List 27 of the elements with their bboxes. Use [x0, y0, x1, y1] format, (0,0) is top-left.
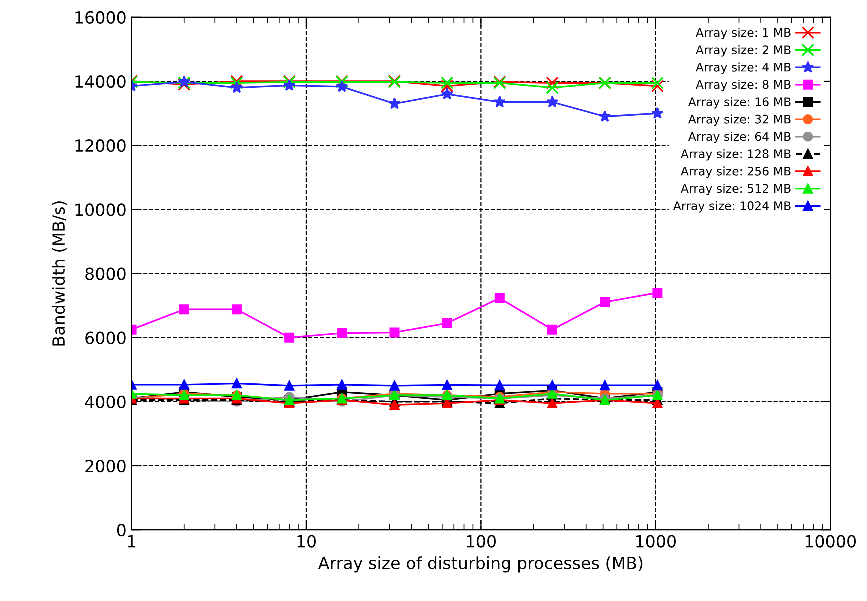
x-axis-title: Array size of disturbing processes (MB) [318, 556, 643, 573]
y-tick-label: 6000 [86, 332, 126, 344]
legend-label: Array size: 8 MB [696, 80, 791, 92]
legend-label: Array size: 1024 MB [673, 201, 791, 213]
y-tick-label: 0 [117, 524, 126, 537]
y-tick-label: 4000 [85, 396, 126, 408]
y-tick-label: 2000 [86, 460, 126, 473]
y-tick-label: 16000 [76, 11, 126, 24]
legend-label: Array size: 2 MB [696, 45, 791, 57]
legend-label: Array size: 512 MB [680, 184, 791, 196]
y-axis-title: Bandwidth (MB/s) [52, 202, 68, 346]
legend-label: Array size: 128 MB [680, 149, 791, 161]
legend-label: Array size: 1 MB [696, 28, 791, 40]
y-tick-label: 8000 [86, 268, 126, 280]
y-tick-label: 12000 [76, 140, 126, 152]
legend-label: Array size: 16 MB [688, 97, 791, 109]
legend-label: Array size: 4 MB [696, 62, 791, 74]
x-tick-label: 10 [298, 535, 316, 548]
legend-label: Array size: 32 MB [688, 114, 791, 126]
x-tick-label: 1000 [636, 535, 676, 548]
y-tick-label: 14000 [76, 75, 126, 88]
legend-label: Array size: 64 MB [688, 132, 791, 144]
x-tick-label: 100 [467, 535, 496, 548]
legend-label: Array size: 256 MB [680, 166, 791, 178]
x-tick-label: 10000 [806, 535, 856, 548]
x-tick-label: 1 [128, 535, 136, 548]
y-tick-label: 10000 [76, 204, 126, 216]
